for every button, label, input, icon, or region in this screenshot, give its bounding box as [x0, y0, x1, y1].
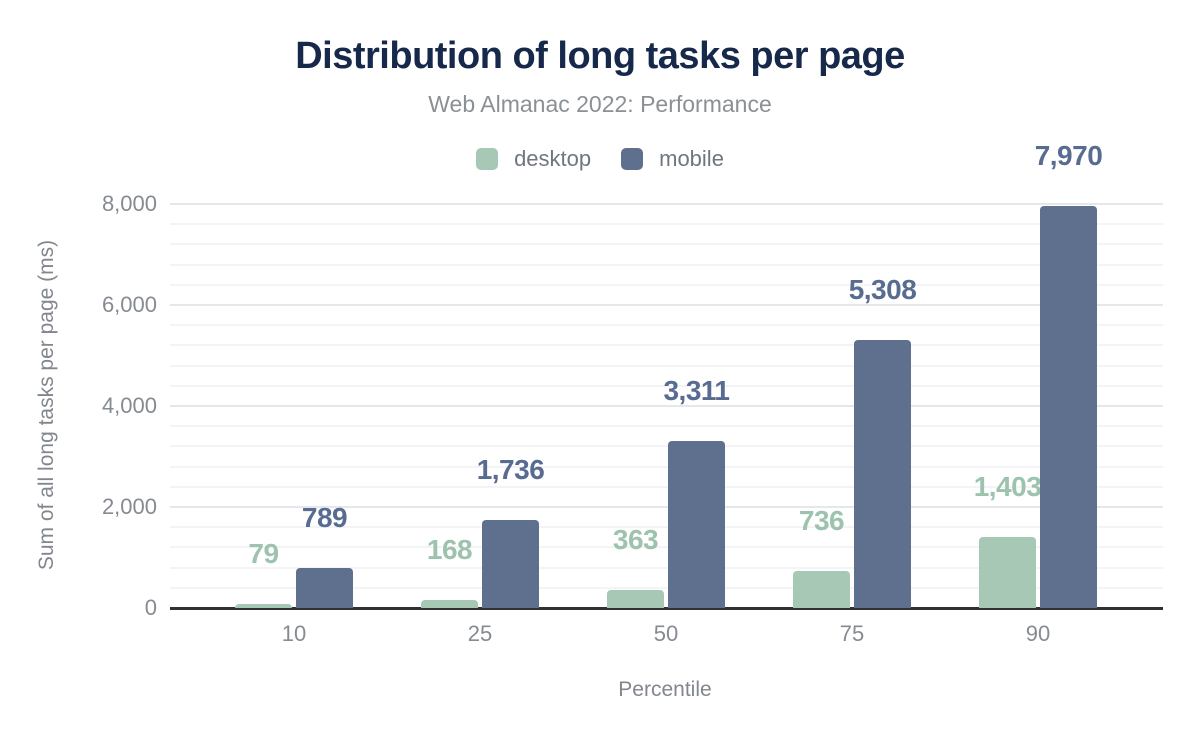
y-tick-2000: 2,000: [101, 494, 157, 519]
gridline-minor-3200: [170, 445, 1163, 448]
bar-mobile-p75[interactable]: [854, 339, 911, 608]
y-tick-8000: 8,000: [101, 191, 157, 216]
desktop-series-swatch: [476, 148, 499, 170]
x-tick-90: 90: [1025, 621, 1051, 646]
x-tick-10: 10: [281, 621, 307, 646]
value-label-desktop-p90: 1,403: [973, 471, 1042, 503]
chart-subtitle: Web Almanac 2022: Performance: [428, 91, 772, 117]
legend-item-mobile[interactable]: mobile: [621, 146, 724, 172]
legend-item-desktop[interactable]: desktop: [476, 146, 591, 172]
y-tick-6000: 6,000: [101, 292, 157, 317]
bar-desktop-p25[interactable]: [421, 599, 478, 608]
bar-desktop-p50[interactable]: [607, 589, 664, 608]
value-label-mobile-p10: 789: [301, 502, 348, 534]
gridline-major-6000: [170, 304, 1163, 306]
value-label-desktop-p50: 363: [612, 523, 659, 555]
value-label-mobile-p25: 1,736: [476, 454, 545, 486]
value-label-desktop-p25: 168: [426, 533, 473, 565]
gridline-minor-6400: [170, 283, 1163, 286]
y-tick-4000: 4,000: [101, 393, 157, 418]
gridline-minor-1200: [170, 546, 1163, 549]
x-axis-line: [170, 607, 1163, 610]
y-axis-title: Sum of all long tasks per page (ms): [35, 239, 58, 571]
bar-desktop-p10[interactable]: [235, 604, 292, 608]
value-label-desktop-p10: 79: [248, 538, 279, 569]
bar-mobile-p50[interactable]: [668, 440, 725, 608]
y-tick-0: 0: [144, 595, 157, 620]
x-axis-title: Percentile: [618, 678, 712, 701]
gridline-minor-2800: [170, 465, 1163, 468]
gridline-minor-4400: [170, 384, 1163, 387]
gridline-minor-4800: [170, 364, 1163, 367]
gridline-minor-5200: [170, 344, 1163, 347]
x-tick-50: 50: [653, 621, 679, 646]
x-tick-75: 75: [839, 621, 865, 646]
value-label-mobile-p50: 3,311: [663, 374, 730, 406]
gridline-minor-7600: [170, 223, 1163, 226]
bar-mobile-p90[interactable]: [1040, 205, 1097, 608]
mobile-series-swatch: [621, 148, 644, 170]
gridline-minor-3600: [170, 425, 1163, 428]
value-label-mobile-p75: 5,308: [848, 273, 917, 305]
legend: desktop mobile: [0, 146, 1200, 172]
gridline-minor-800: [170, 566, 1163, 569]
gridline-major-8000: [170, 203, 1163, 205]
gridline-major-4000: [170, 405, 1163, 407]
gridline-minor-5600: [170, 324, 1163, 327]
value-label-mobile-p90: 7,970: [1034, 139, 1103, 171]
gridline-minor-400: [170, 586, 1163, 589]
value-label-desktop-p75: 736: [798, 504, 845, 536]
bar-mobile-p25[interactable]: [482, 520, 539, 608]
gridline-major-2000: [170, 506, 1163, 508]
bar-desktop-p75[interactable]: [793, 570, 850, 608]
legend-label-desktop: desktop: [514, 146, 592, 171]
x-tick-25: 25: [467, 621, 493, 646]
legend-label-mobile: mobile: [659, 146, 724, 171]
gridline-minor-6800: [170, 263, 1163, 266]
bar-mobile-p10[interactable]: [296, 568, 353, 608]
chart-title: Distribution of long tasks per page: [295, 35, 905, 77]
gridline-minor-1600: [170, 526, 1163, 529]
gridline-minor-7200: [170, 243, 1163, 246]
bar-desktop-p90[interactable]: [979, 537, 1036, 608]
gridline-minor-2400: [170, 485, 1163, 488]
